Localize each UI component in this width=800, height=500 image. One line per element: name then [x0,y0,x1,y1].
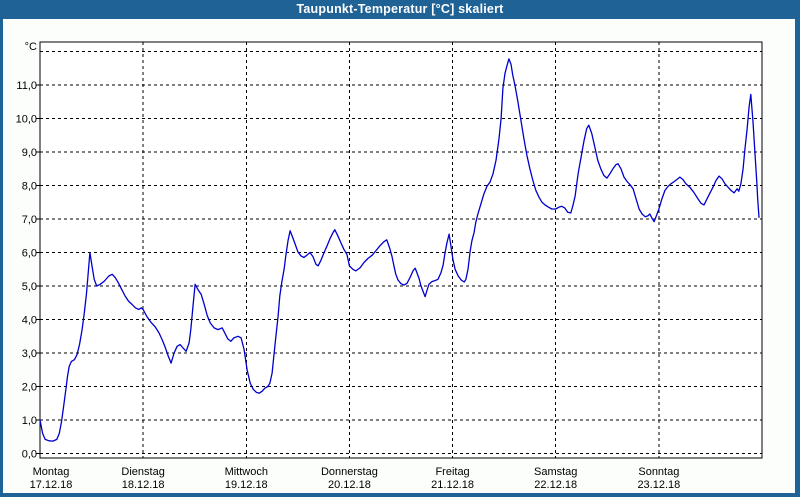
y-tick-label: 10,0 [16,114,37,126]
x-axis-weekday-label: Freitag [435,466,469,478]
x-axis-weekday-label: Dienstag [121,466,164,478]
plot-area [39,41,763,459]
y-tick-label: 9,0 [22,147,37,159]
y-tick-label: 5,0 [22,281,37,293]
x-axis-date-label: 17.12.18 [30,479,73,491]
y-tick-label: 4,0 [22,315,37,327]
dewpoint-series-line [39,58,760,442]
y-tick-label: 1,0 [22,415,37,427]
x-axis-date-label: 21.12.18 [431,479,474,491]
y-tick-label: 0,0 [22,449,37,461]
window-frame-bottom [0,493,800,497]
x-axis-date-label: 23.12.18 [637,479,680,491]
x-axis-date-label: 18.12.18 [122,479,165,491]
window-frame-left [0,19,3,497]
y-tick-label: 7,0 [22,214,37,226]
y-tick-label: 11,0 [16,80,37,92]
x-axis-weekday-label: Montag [33,466,70,478]
window-title: Taupunkt-Temperatur [°C] skaliert [0,0,800,19]
y-tick-label: 2,0 [22,382,37,394]
x-axis-weekday-label: Samstag [534,466,577,478]
y-axis-unit-label: °C [25,41,37,53]
x-axis-date-label: 19.12.18 [225,479,268,491]
window-frame-right [795,19,800,497]
x-axis-weekday-label: Sonntag [638,466,679,478]
y-tick-label: 8,0 [22,181,37,193]
x-axis-weekday-label: Mittwoch [225,466,268,478]
y-tick-label: 6,0 [22,248,37,260]
x-axis-weekday-label: Donnerstag [321,466,378,478]
y-tick-label: 3,0 [22,348,37,360]
x-axis-date-label: 22.12.18 [534,479,577,491]
x-axis-date-label: 20.12.18 [328,479,371,491]
